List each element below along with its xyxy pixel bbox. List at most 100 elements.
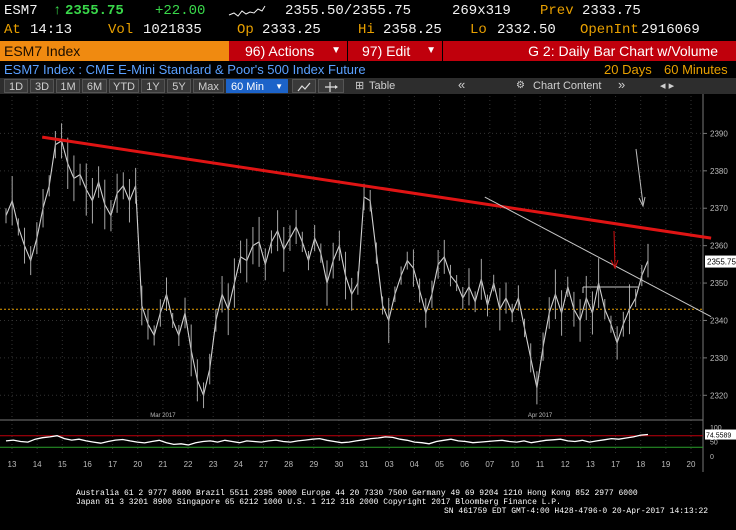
period-1m[interactable]: 1M [56, 79, 80, 93]
x-tick-label: 15 [58, 460, 67, 469]
x-tick-label: 12 [561, 460, 570, 469]
volume: 1021835 [143, 22, 202, 38]
period-5y[interactable]: 5Y [167, 79, 191, 93]
footer: Australia 61 2 9777 8600 Brazil 5511 239… [0, 486, 736, 530]
crosshair-icon[interactable] [318, 79, 344, 93]
footer-timestamp: SN 461759 EDT GMT-4:00 H428-4796-0 20-Ap… [444, 507, 709, 516]
range-days[interactable]: 20 Days [604, 62, 652, 77]
x-tick-label: 19 [661, 460, 670, 469]
interval-select-value: 60 Min [231, 81, 265, 93]
x-tick-label: 22 [184, 460, 193, 469]
x-tick-label: 06 [460, 460, 469, 469]
open-label: Op [237, 22, 254, 38]
rsi-last-tag-label: 74.5589 [706, 433, 731, 440]
rsi-tick-label: 100 [710, 425, 722, 432]
x-tick-label: 24 [234, 460, 243, 469]
expand-icon[interactable]: » [618, 77, 626, 92]
time-label: At [4, 22, 21, 38]
period-1d[interactable]: 1D [4, 79, 28, 93]
security-field[interactable]: ESM7 Index [0, 41, 232, 61]
interval-select[interactable]: 60 Min ▼ [226, 79, 288, 93]
annotation-arrow-red [613, 230, 616, 267]
y-tick-label: 2340 [710, 316, 728, 325]
period-max[interactable]: Max [193, 79, 224, 93]
prev-label: Prev [540, 3, 574, 19]
y-tick-label: 2390 [710, 129, 728, 138]
annotation-arrowhead-grey [638, 196, 646, 208]
y-tick-label: 2360 [710, 242, 728, 251]
period-3d[interactable]: 3D [30, 79, 54, 93]
x-tick-label: 03 [385, 460, 394, 469]
chart-title-row: ESM7 Index : CME E-Mini Standard & Poor'… [0, 62, 736, 78]
y-tick-label: 2350 [710, 279, 728, 288]
x-tick-label: 20 [133, 460, 142, 469]
annotation-arrow-grey [635, 148, 644, 205]
edit-label: 97) Edit [362, 43, 411, 59]
x-tick-label: 30 [334, 460, 343, 469]
bid-ask: 2355.50/2355.75 [285, 3, 412, 19]
open-interest: 2916069 [641, 22, 700, 38]
up-arrow-icon: ↑ [53, 3, 62, 19]
rsi-tick-label: 50 [710, 440, 718, 447]
y-axis: 2320 2330 2340 2350 2360 2370 2380 2390 2355.75 [703, 129, 736, 400]
x-tick-label: 04 [410, 460, 419, 469]
y-tick-label: 2330 [710, 354, 728, 363]
open-price: 2333.25 [262, 22, 321, 38]
period-6m[interactable]: 6M [82, 79, 107, 93]
collapse-icon[interactable]: « [458, 77, 466, 92]
security-description: ESM7 Index : CME E-Mini Standard & Poor'… [4, 62, 366, 77]
y-tick-label: 2370 [710, 204, 728, 213]
x-tick-label: 17 [108, 460, 117, 469]
x-tick-label: 16 [83, 460, 92, 469]
low-label: Lo [470, 22, 487, 38]
month-label: Apr 2017 [528, 413, 553, 419]
x-tick-label: 17 [611, 460, 620, 469]
x-axis: 13 14 15 16 17 20 21 22 23 24 27 28 29 30 31 03 04 05 06 07… [8, 413, 696, 469]
footer-contacts-1: Australia 61 2 9777 8600 Brazil 5511 239… [76, 489, 638, 498]
nav-arrows-icon[interactable]: ◂ ▸ [660, 80, 675, 92]
x-tick-label: 10 [511, 460, 520, 469]
actions-menu[interactable]: 96) Actions ▼ [229, 41, 347, 61]
x-tick-label: 23 [209, 460, 218, 469]
x-tick-label: 27 [259, 460, 268, 469]
y-tick-label: 2320 [710, 391, 728, 400]
chart-toolbar: 1D 3D 1M 6M YTD 1Y 5Y Max 60 Min ▼ ⊞ Tab… [0, 78, 736, 94]
table-button[interactable]: Table [369, 80, 396, 92]
security-name: ESM7 Index [4, 43, 81, 59]
resistance-box [582, 286, 638, 293]
trendline-grey [484, 196, 712, 318]
high-price: 2358.25 [383, 22, 442, 38]
edit-menu[interactable]: 97) Edit ▼ [348, 41, 442, 61]
sparkline-icon [228, 5, 266, 17]
x-tick-label: 20 [687, 460, 696, 469]
x-tick-label: 11 [536, 460, 545, 469]
footer-contacts-2: Japan 81 3 3201 8900 Singapore 65 6212 1… [76, 498, 561, 507]
rsi-last-tag [705, 429, 736, 440]
chevron-down-icon: ▼ [331, 45, 341, 56]
low-price: 2332.50 [497, 22, 556, 38]
period-ytd[interactable]: YTD [109, 79, 139, 93]
period-1y[interactable]: 1Y [141, 79, 165, 93]
x-tick-label: 07 [485, 460, 494, 469]
last-price: 2355.75 [65, 3, 124, 19]
high-label: Hi [358, 22, 375, 38]
chart-content-button[interactable]: Chart Content [533, 80, 602, 92]
chart-name-bar: G 2: Daily Bar Chart w/Volume [443, 41, 736, 61]
last-price-tag-label: 2355.75 [707, 258, 736, 267]
x-tick-label: 31 [360, 460, 369, 469]
month-label: Mar 2017 [150, 413, 176, 419]
bar-interval[interactable]: 60 Minutes [664, 62, 728, 77]
quote-strip: ESM7 ↑ 2355.75 +22.00 2355.50/2355.75 26… [0, 0, 736, 40]
rsi-tick-label: 0 [710, 454, 714, 461]
chart-content-icon[interactable]: ⚙ [516, 80, 525, 91]
prev-close: 2333.75 [582, 3, 641, 19]
table-icon[interactable]: ⊞ [355, 80, 365, 92]
open-interest-label: OpenInt [580, 22, 639, 38]
draw-line-icon[interactable] [292, 79, 316, 93]
price-chart[interactable]: 232023302340235023602370238023902355.75 … [0, 94, 736, 486]
x-tick-label: 13 [586, 460, 595, 469]
command-bar: ESM7 Index 96) Actions ▼ 97) Edit ▼ G 2:… [0, 41, 736, 61]
volume-label: Vol [108, 22, 134, 38]
price-change: +22.00 [155, 3, 206, 19]
